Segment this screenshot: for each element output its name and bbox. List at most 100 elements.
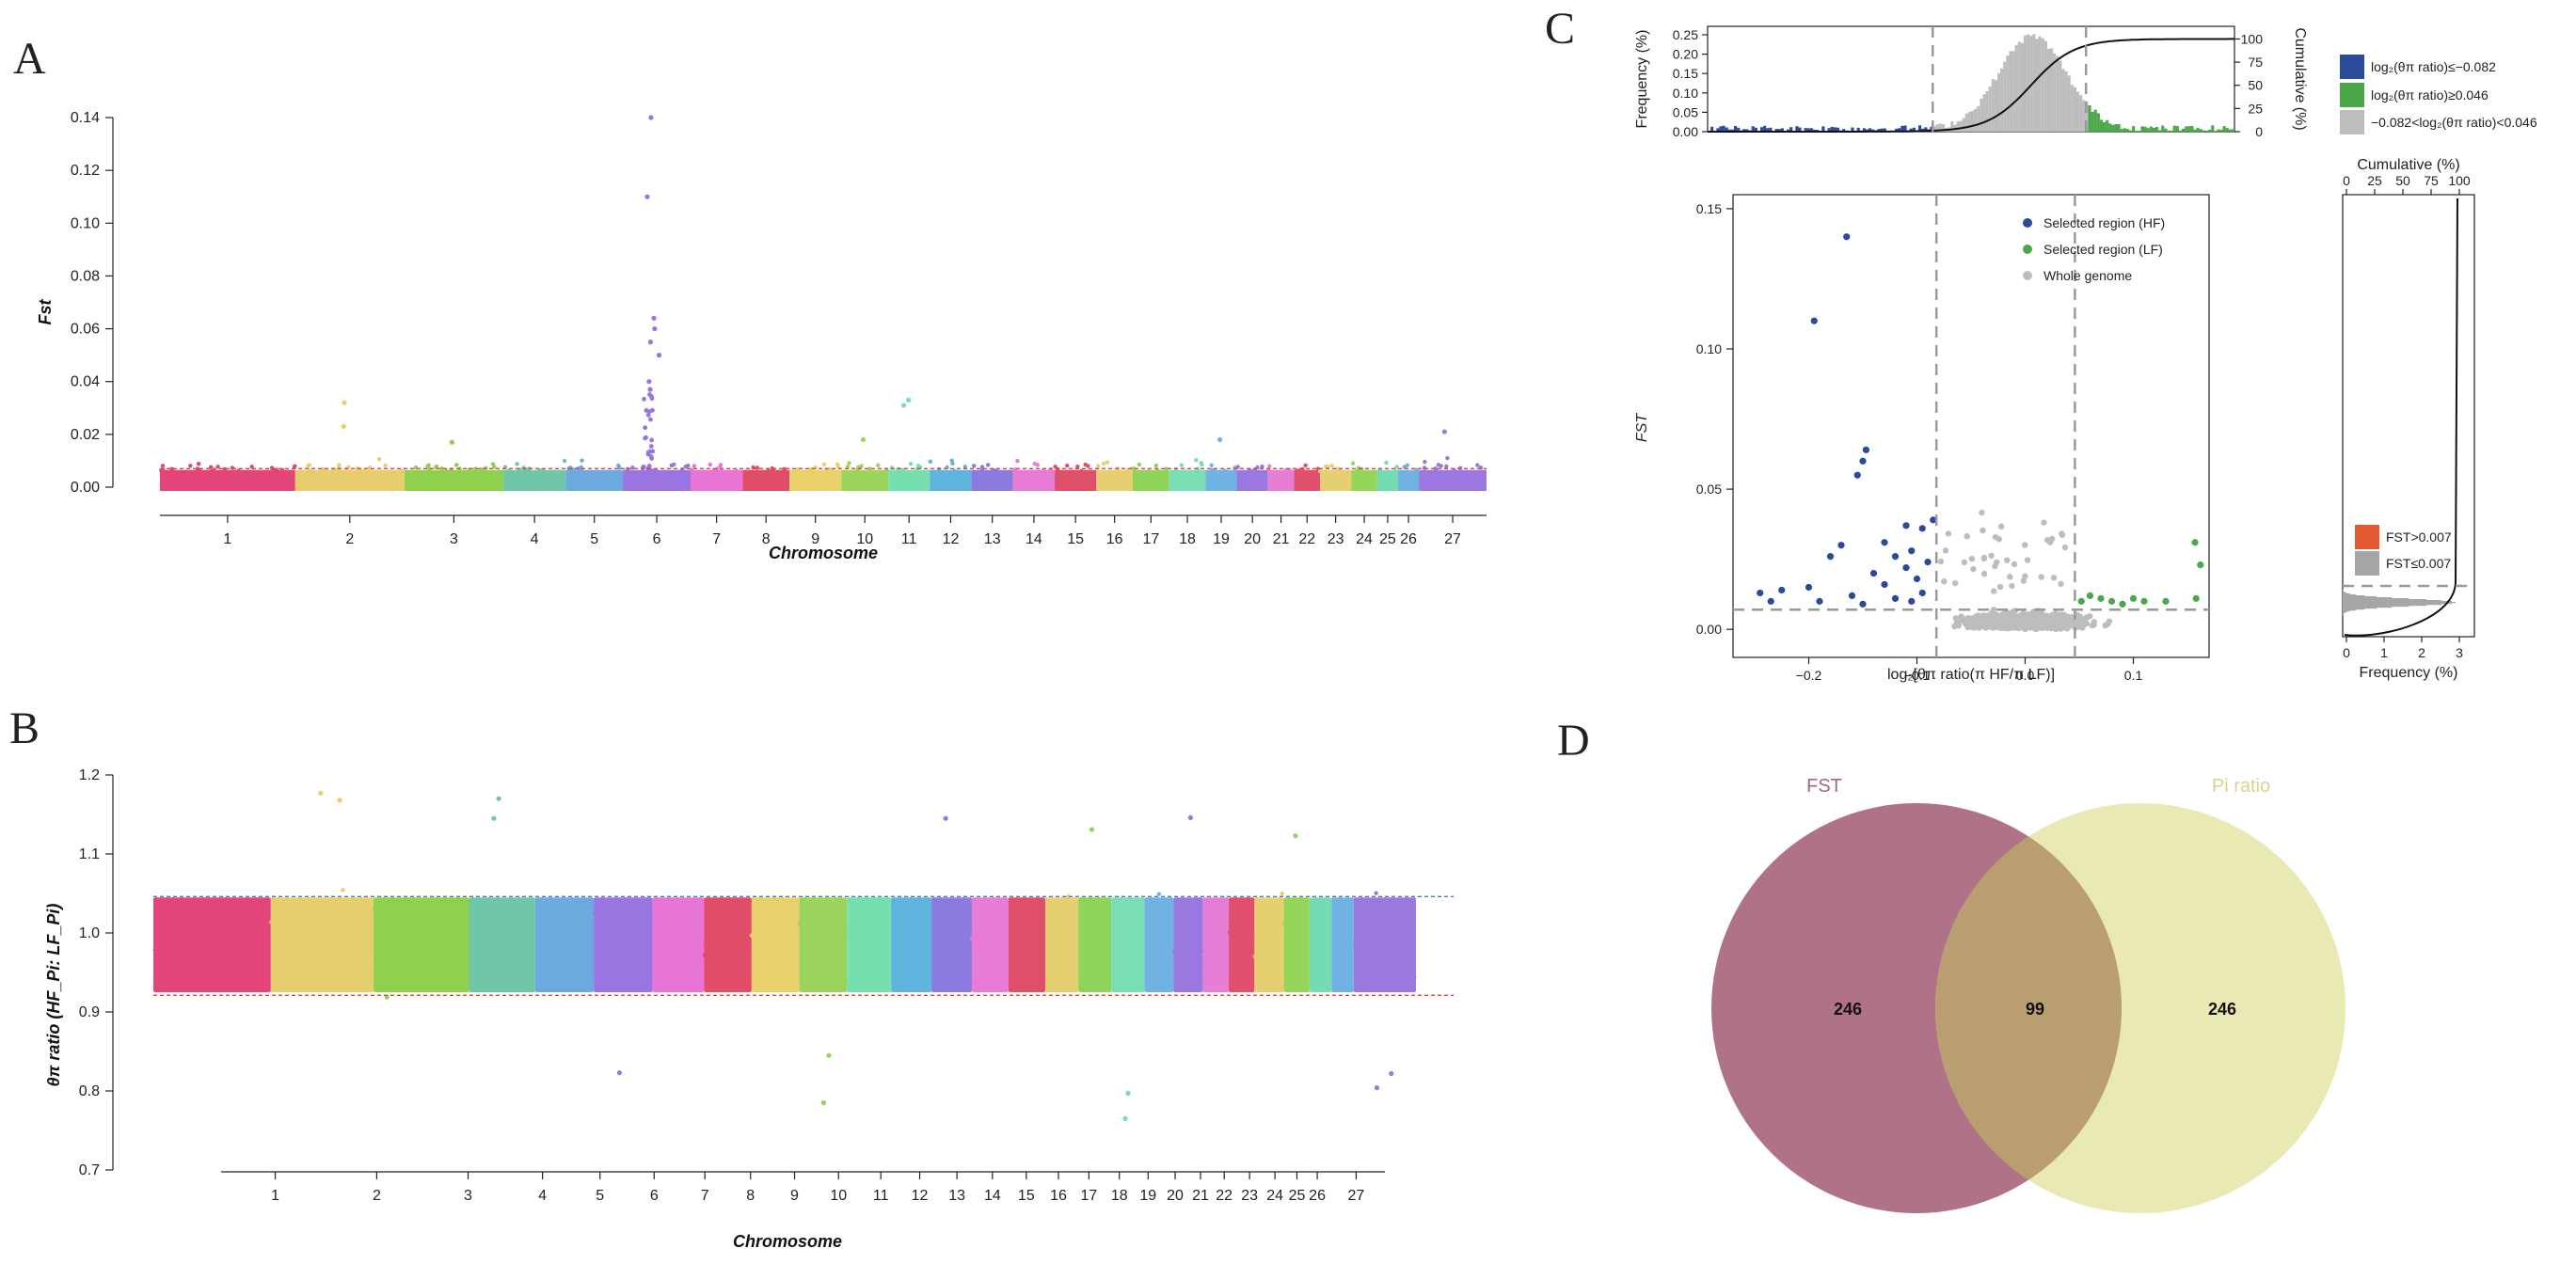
a-point: [515, 462, 519, 466]
b-chrom-band-24: [1283, 897, 1310, 992]
a-point: [308, 468, 312, 473]
b-point: [892, 974, 898, 979]
a-point: [479, 466, 484, 472]
a-chrom-band-8: [742, 469, 790, 491]
a-chrom-band-2: [294, 469, 405, 491]
c-top-bar: [1777, 129, 1781, 132]
b-point: [1003, 926, 1008, 932]
c-main-frame: [1732, 194, 2210, 658]
b-point: [189, 951, 195, 956]
a-x-tick-label: 2: [345, 531, 354, 547]
b-point: [1127, 936, 1132, 940]
b-point: [1298, 961, 1304, 967]
c-whole-point: [2038, 574, 2044, 580]
a-point: [1132, 466, 1137, 471]
c-whole-point: [2064, 621, 2071, 628]
a-point: [506, 468, 511, 473]
c-hf-point: [1891, 553, 1900, 561]
c-top-bar: [1962, 118, 1965, 132]
b-point: [815, 936, 819, 940]
c-top-bar: [2061, 69, 2065, 132]
c-top-bar: [1851, 127, 1854, 132]
c-right-bar: [2343, 603, 2453, 605]
b-point: [740, 934, 746, 939]
c-top-bar: [1745, 129, 1749, 132]
a-point: [1402, 465, 1407, 469]
a-chrom-band-27: [1419, 469, 1487, 491]
a-point: [867, 466, 872, 471]
c-right-bar: [2343, 602, 2456, 604]
b-point: [1276, 898, 1280, 904]
b-point: [1031, 934, 1037, 939]
b-point: [773, 968, 778, 973]
c-hf-point: [1881, 580, 1888, 589]
c-whole-point: [2091, 619, 2097, 625]
a-point: [1086, 464, 1090, 468]
a-point: [1200, 462, 1204, 467]
c-top-y-tick-label: 0.15: [1673, 66, 1698, 81]
b-point: [383, 929, 388, 934]
c-whole-point: [2004, 557, 2011, 563]
c-top-bar: [2228, 129, 2232, 132]
c-top-bar: [1980, 98, 1983, 132]
c-main-x-tick-label: 0.0: [2016, 668, 2035, 683]
b-chrom-group-20: [1171, 897, 1204, 992]
b-chrom-group-2: [269, 888, 375, 992]
c-right-x-top-tick-label: 0: [2343, 173, 2350, 188]
b-point: [872, 896, 877, 902]
a-point: [473, 466, 478, 471]
b-point: [891, 940, 897, 945]
b-point: [1117, 947, 1121, 952]
c-top-bar: [1813, 129, 1817, 132]
b-point: [989, 916, 994, 922]
b-point: [1129, 928, 1135, 933]
c-hf-point: [1891, 594, 1900, 602]
a-peak-point: [647, 387, 653, 392]
c-whole-point: [2039, 620, 2046, 627]
c-right-bar: [2343, 591, 2344, 592]
b-chrom-band-7: [652, 897, 705, 992]
c-top-bar: [2117, 123, 2121, 132]
b-point: [1162, 927, 1167, 933]
b-point: [672, 905, 676, 910]
b-point: [1069, 924, 1073, 929]
c-top-bar: [1959, 120, 1963, 132]
a-peak-point: [906, 397, 912, 403]
b-point: [663, 971, 669, 975]
c-top-bar: [2046, 49, 2050, 133]
c-top-bar: [2231, 129, 2234, 132]
b-x-tick-label: 13: [948, 1188, 965, 1204]
a-point: [454, 463, 459, 467]
a-y-tick-label: 0.00: [71, 480, 100, 496]
legend-dot-whole: [2023, 271, 2032, 280]
b-point: [549, 971, 555, 975]
a-chrom-band-16: [1096, 469, 1133, 491]
a-chrom-band-9: [789, 469, 842, 491]
a-point: [669, 463, 674, 468]
a-x-tick-label: 21: [1273, 531, 1290, 547]
a-x-tick-label: 13: [984, 531, 1001, 547]
b-point: [1167, 917, 1172, 923]
b-point: [269, 920, 274, 924]
c-right-bar: [2343, 593, 2351, 595]
a-point: [835, 462, 840, 466]
c-hf-point: [1853, 471, 1861, 479]
a-x-tick-label: 12: [943, 531, 960, 547]
b-point: [885, 953, 891, 957]
c-top-bar: [2135, 131, 2139, 132]
a-point: [1326, 464, 1330, 469]
c-top-bar: [2222, 126, 2226, 132]
b-point: [353, 943, 358, 948]
c-hf-point: [1918, 589, 1926, 597]
b-outlier-point: [496, 796, 501, 801]
c-whole-point: [1959, 617, 1965, 624]
b-point: [1391, 929, 1396, 935]
a-point: [215, 465, 220, 469]
b-x-axis: 1 2 3 4 5 6 7 8 9 10 11 12 13 14 15 16 17 18 19 20 21 22 23 24 2…: [221, 1171, 1385, 1204]
b-point: [405, 936, 410, 940]
c-top-bar: [2038, 36, 2042, 133]
b-chrom-band-16: [1044, 897, 1079, 992]
b-point: [1243, 939, 1248, 943]
a-chrom-group-24: [1350, 461, 1377, 491]
c-right-x-tick-label: 1: [2380, 645, 2388, 660]
